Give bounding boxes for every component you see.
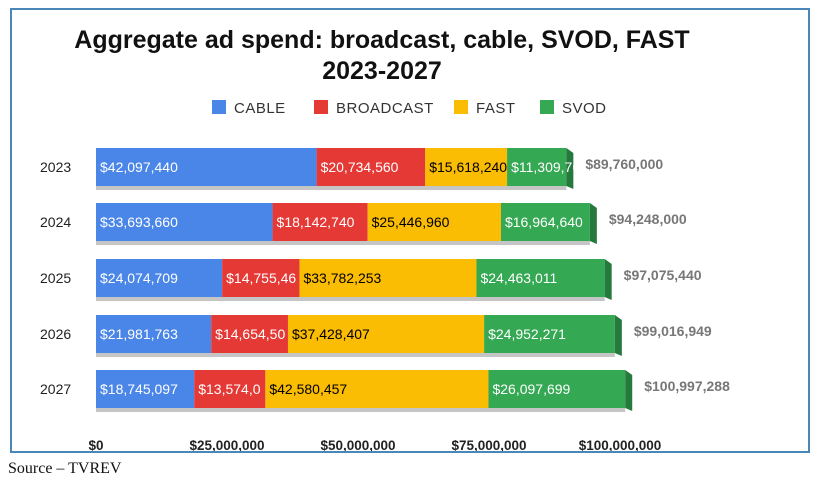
bar-broadcast-2026 (211, 315, 288, 353)
bar-end-face-2026 (614, 315, 622, 356)
bar-label-fast-2026: $37,428,407 (292, 326, 370, 342)
bar-label-cable-2026: $21,981,763 (100, 326, 178, 342)
bar-cable-2027 (96, 370, 195, 408)
chart-title-line-2: 2023-2027 (322, 57, 442, 85)
total-label-2024: $94,248,000 (609, 211, 687, 227)
y-tick-2024: 2024 (40, 214, 71, 230)
bar-shadow-2024 (96, 241, 590, 245)
y-tick-2027: 2027 (40, 381, 71, 397)
y-tick-2023: 2023 (40, 159, 71, 175)
legend-label-broadcast: BROADCAST (336, 100, 434, 117)
y-axis: 2023 2024 2025 2026 2027 (40, 159, 71, 397)
bar-label-svod-2026: $24,952,271 (488, 326, 566, 342)
x-axis: $0 $25,000,000 $50,000,000 $75,000,000 $100,… (88, 438, 661, 451)
bar-svod-2024 (500, 203, 590, 241)
x-tick-25000000: $25,000,000 (189, 438, 264, 451)
bar-label-fast-2024: $25,446,960 (372, 214, 450, 230)
x-tick-100000000: $100,000,000 (579, 438, 662, 451)
chart: Aggregate ad spend: broadcast, cable, SV… (40, 26, 730, 451)
bar-shadow-2026 (96, 353, 615, 357)
x-tick-75000000: $75,000,000 (451, 438, 526, 451)
legend-swatch-cable (212, 100, 226, 114)
total-label-2025: $97,075,440 (624, 267, 702, 283)
bar-cable-2026 (96, 315, 212, 353)
x-tick-0: $0 (88, 438, 103, 451)
legend-swatch-svod (540, 100, 554, 114)
chart-title-line-1: Aggregate ad spend: broadcast, cable, SV… (74, 26, 689, 54)
bar-label-fast-2023: $15,618,240 (429, 159, 507, 175)
bar-fast-2024 (367, 203, 501, 241)
bar-fast-2027 (265, 370, 489, 408)
bar-label-broadcast-2027: $13,574,0 (198, 381, 260, 397)
bar-svod-2027 (488, 370, 626, 408)
bar-end-face-2027 (625, 370, 633, 411)
bar-cable-2024 (96, 203, 273, 241)
legend-swatch-fast (454, 100, 468, 114)
bar-broadcast-2024 (272, 203, 368, 241)
bar-label-svod-2023: $11,309,76 (511, 159, 580, 175)
bar-label-broadcast-2026: $14,654,50 (215, 326, 285, 342)
bar-label-svod-2027: $26,097,699 (492, 381, 570, 397)
total-label-2026: $99,016,949 (634, 323, 712, 339)
bar-shadow-2025 (96, 297, 605, 301)
bars-group: $42,097,440 $20,734,560 $15,618,240 $11,309… (96, 148, 730, 412)
bar-shadow-2027 (96, 408, 626, 412)
bar-end-face-2024 (589, 203, 597, 244)
bar-broadcast-2025 (222, 259, 300, 297)
bar-label-broadcast-2023: $20,734,560 (321, 159, 399, 175)
bar-label-cable-2023: $42,097,440 (100, 159, 178, 175)
bar-label-cable-2024: $33,693,660 (100, 214, 178, 230)
y-tick-2026: 2026 (40, 326, 71, 342)
bar-fast-2023 (425, 148, 508, 186)
chart-frame: Aggregate ad spend: broadcast, cable, SV… (10, 8, 810, 453)
bar-label-cable-2027: $18,745,097 (100, 381, 178, 397)
total-label-2027: $100,997,288 (644, 378, 730, 394)
bar-svod-2025 (476, 259, 605, 297)
bar-label-svod-2024: $16,964,640 (505, 214, 583, 230)
bar-cable-2025 (96, 259, 223, 297)
legend-label-svod: SVOD (562, 100, 607, 117)
bar-svod-2023 (507, 148, 567, 186)
x-tick-50000000: $50,000,000 (320, 438, 395, 451)
bar-label-broadcast-2024: $18,142,740 (277, 214, 355, 230)
y-tick-2025: 2025 (40, 270, 71, 286)
source-note: Source – TVREV (8, 460, 122, 477)
bar-label-svod-2025: $24,463,011 (480, 270, 557, 286)
bar-label-fast-2025: $33,782,253 (303, 270, 381, 286)
bar-fast-2026 (287, 315, 485, 353)
legend-label-fast: FAST (476, 100, 516, 117)
bar-label-broadcast-2025: $14,755,46 (226, 270, 296, 286)
total-label-2023: $89,760,000 (585, 156, 663, 172)
bar-end-face-2025 (604, 259, 612, 300)
bar-label-fast-2027: $42,580,457 (269, 381, 347, 397)
bar-shadow-2023 (96, 186, 567, 190)
bar-fast-2025 (299, 259, 477, 297)
legend: CABLE BROADCAST FAST SVOD (212, 100, 607, 117)
bar-broadcast-2027 (194, 370, 266, 408)
bar-svod-2026 (484, 315, 615, 353)
legend-swatch-broadcast (314, 100, 328, 114)
legend-label-cable: CABLE (234, 100, 286, 117)
bar-cable-2023 (96, 148, 317, 186)
bar-broadcast-2023 (316, 148, 426, 186)
bar-end-face-2023 (566, 148, 574, 189)
bar-label-cable-2025: $24,074,709 (100, 270, 178, 286)
